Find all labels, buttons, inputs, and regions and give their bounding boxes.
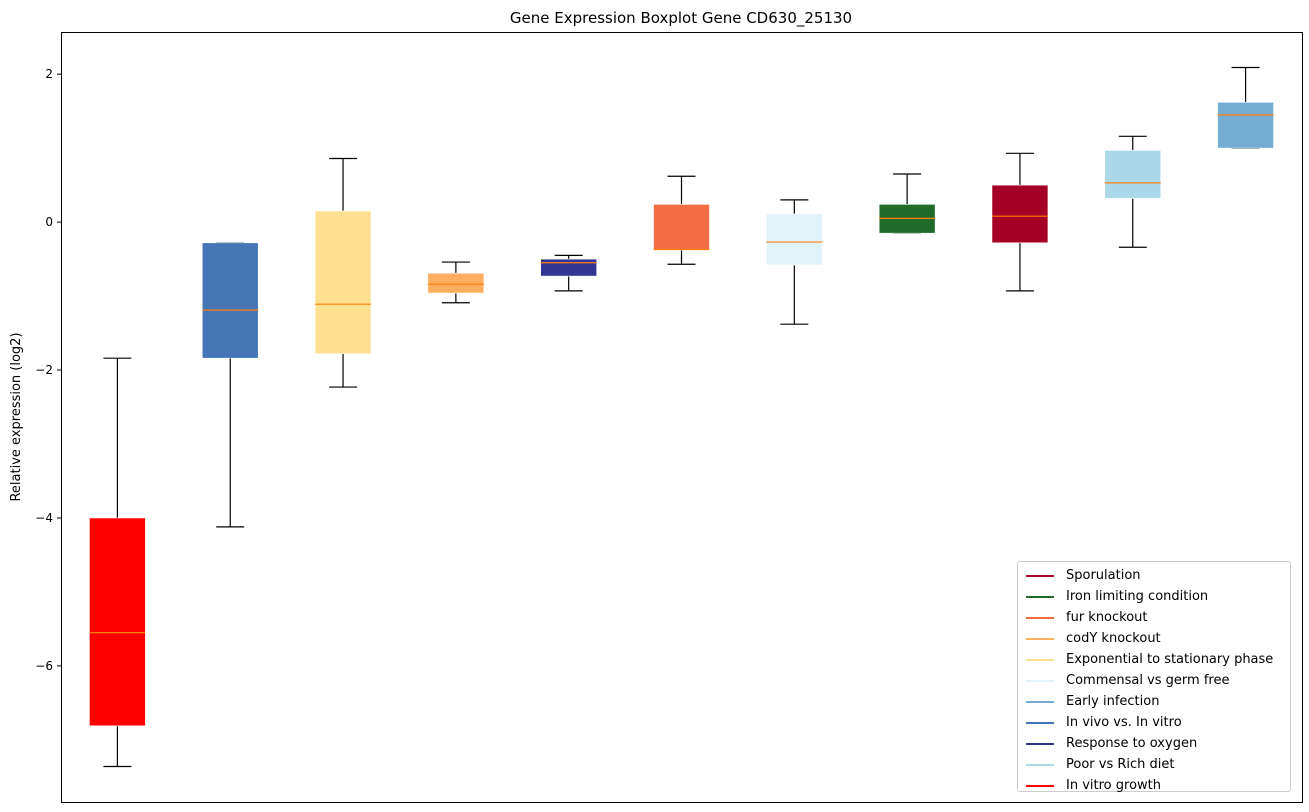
- box-7: [878, 173, 936, 234]
- legend-swatch: [1026, 679, 1054, 682]
- legend-label: In vitro growth: [1066, 778, 1161, 793]
- legend-swatch: [1026, 763, 1054, 766]
- legend-swatch: [1026, 721, 1054, 724]
- box-4: [540, 254, 597, 292]
- box-iqr: [427, 272, 485, 294]
- legend-label: Poor vs Rich diet: [1066, 757, 1175, 772]
- legend-label: In vivo vs. In vitro: [1066, 715, 1182, 730]
- box-iqr: [201, 242, 259, 359]
- legend-item: Iron limiting condition: [1018, 586, 1290, 607]
- y-tick-label: −2: [35, 363, 53, 377]
- box-10: [1217, 66, 1274, 149]
- box-3: [427, 261, 485, 304]
- box-6: [766, 199, 823, 325]
- box-8: [991, 152, 1049, 292]
- box-iqr: [89, 517, 146, 727]
- legend-swatch: [1026, 574, 1054, 577]
- box-iqr: [766, 213, 823, 266]
- legend-swatch: [1026, 616, 1054, 619]
- y-tick-label: −6: [35, 659, 53, 673]
- legend-item: Sporulation: [1018, 565, 1290, 586]
- legend-label: fur knockout: [1066, 610, 1148, 625]
- legend-label: Iron limiting condition: [1066, 589, 1209, 604]
- legend-item: In vitro growth: [1018, 775, 1290, 796]
- box-0: [89, 357, 146, 768]
- legend-item: Exponential to stationary phase: [1018, 649, 1290, 670]
- legend-item: fur knockout: [1018, 607, 1290, 628]
- legend-swatch: [1026, 742, 1054, 745]
- box-5: [653, 175, 710, 265]
- legend-label: Sporulation: [1066, 568, 1141, 583]
- legend-item: codY knockout: [1018, 628, 1290, 649]
- legend-item: Early infection: [1018, 691, 1290, 712]
- legend-swatch: [1026, 637, 1054, 640]
- plot-area-frame: [61, 32, 1303, 803]
- legend-swatch: [1026, 700, 1054, 703]
- box-iqr: [1104, 150, 1162, 199]
- legend: Sporulation Iron limiting condition fur kn…: [1017, 561, 1291, 793]
- legend-swatch: [1026, 595, 1054, 598]
- box-iqr: [1217, 101, 1274, 149]
- legend-label: Response to oxygen: [1066, 736, 1198, 751]
- box-iqr: [991, 184, 1049, 244]
- legend-item: Poor vs Rich diet: [1018, 754, 1290, 775]
- box-2: [314, 157, 372, 388]
- legend-item: Commensal vs germ free: [1018, 670, 1290, 691]
- box-iqr: [653, 204, 710, 251]
- box-iqr: [540, 258, 597, 277]
- legend-item: In vivo vs. In vitro: [1018, 712, 1290, 733]
- legend-swatch: [1026, 784, 1054, 787]
- legend-label: codY knockout: [1066, 631, 1161, 646]
- y-tick-label: 0: [45, 215, 53, 229]
- legend-swatch: [1026, 658, 1054, 661]
- y-tick-label: 2: [45, 67, 53, 81]
- legend-item: Response to oxygen: [1018, 733, 1290, 754]
- box-iqr: [314, 210, 372, 355]
- legend-label: Commensal vs germ free: [1066, 673, 1230, 688]
- y-axis-label: Relative expression (log2): [9, 332, 24, 501]
- y-tick-label: −4: [35, 511, 53, 525]
- box-9: [1104, 135, 1162, 248]
- legend-label: Exponential to stationary phase: [1066, 652, 1274, 667]
- chart-title: Gene Expression Boxplot Gene CD630_25130: [510, 9, 852, 28]
- legend-label: Early infection: [1066, 694, 1160, 709]
- box-1: [201, 242, 259, 528]
